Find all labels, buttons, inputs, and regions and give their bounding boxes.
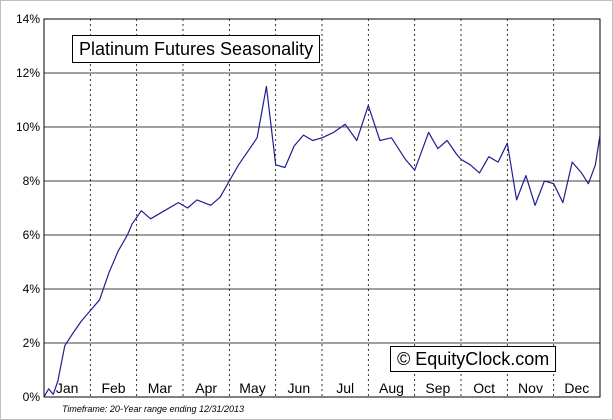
month-label: Jul (336, 380, 354, 396)
month-label: May (239, 380, 265, 396)
y-tick-label: 6% (23, 228, 41, 242)
y-tick-label: 10% (16, 120, 40, 134)
axis-layer: 0% 2% 4% 6% 8% 10% 12% 14% Jan Feb Mar Apr May Jun Jul… (16, 12, 601, 404)
month-label: Feb (101, 380, 125, 396)
brand-label: © EquityClock.com (390, 346, 557, 372)
month-label: Oct (473, 380, 495, 396)
y-tick-label: 0% (23, 390, 41, 404)
seasonality-line (43, 85, 601, 398)
plot-border (43, 18, 601, 398)
timeframe-footnote: Timeframe: 20-Year range ending 12/31/20… (62, 404, 245, 414)
month-label: Jun (288, 380, 311, 396)
month-label: Nov (518, 380, 543, 396)
month-label: Jan (56, 380, 79, 396)
grid-layer (44, 19, 600, 397)
y-tick-label: 8% (23, 174, 41, 188)
chart-title: Platinum Futures Seasonality (72, 35, 321, 63)
month-label: Mar (148, 380, 172, 396)
month-label: Apr (195, 380, 217, 396)
month-label: Aug (379, 380, 404, 396)
y-tick-label: 14% (16, 12, 40, 26)
month-label: Sep (425, 380, 450, 396)
y-tick-label: 12% (16, 66, 40, 80)
series-layer (43, 85, 601, 398)
y-tick-label: 2% (23, 336, 41, 350)
month-label: Dec (564, 380, 589, 396)
y-tick-label: 4% (23, 282, 41, 296)
